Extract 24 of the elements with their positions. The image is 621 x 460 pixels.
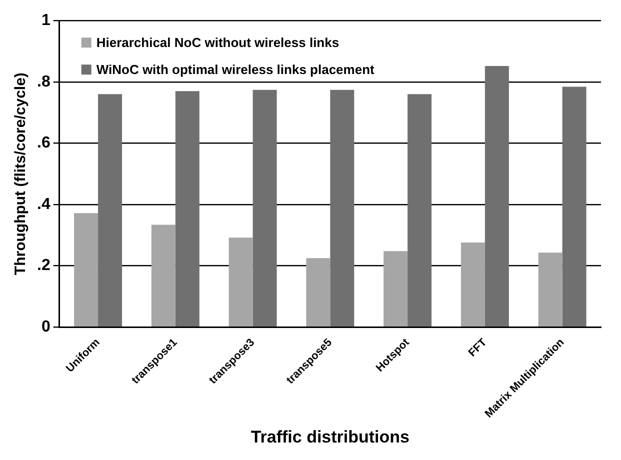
bar: [562, 86, 586, 326]
bar: [330, 90, 354, 326]
legend-label: WiNoC with optimal wireless links placement: [96, 62, 376, 78]
y-tick-label: .4: [37, 196, 50, 213]
y-tick-label: 1: [41, 12, 50, 30]
bar: [408, 94, 432, 326]
legend-label: Hierarchical NoC without wireless links: [96, 35, 340, 50]
y-axis-title: Throughput (flits/core/cycle): [12, 72, 30, 276]
y-tick-label: .6: [37, 134, 50, 152]
bar: [151, 224, 176, 326]
y-tick-label: 0: [41, 318, 50, 336]
bar: [384, 251, 408, 326]
bar: [460, 242, 485, 326]
bar: [98, 94, 122, 326]
bar: [252, 90, 277, 326]
bar: [538, 252, 562, 326]
bar: [228, 238, 253, 326]
y-tick-label: .8: [37, 73, 50, 90]
bar: [306, 258, 330, 326]
x-axis-title: Traffic distributions: [250, 427, 410, 446]
bar: [175, 91, 200, 326]
y-tick-label: .2: [37, 257, 50, 274]
bar: [74, 213, 98, 326]
bar: [484, 66, 509, 326]
